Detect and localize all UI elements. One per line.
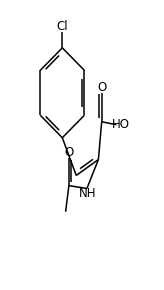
Text: NH: NH <box>79 187 96 200</box>
Text: O: O <box>97 81 106 94</box>
Text: HO: HO <box>112 118 130 131</box>
Text: O: O <box>64 146 73 159</box>
Text: Cl: Cl <box>57 20 68 33</box>
